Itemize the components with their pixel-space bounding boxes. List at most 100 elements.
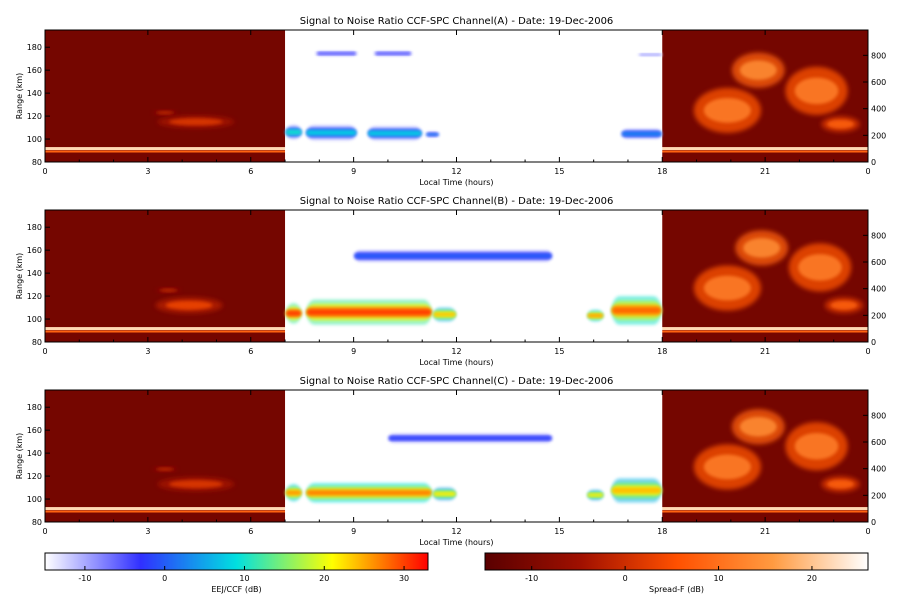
y-tick-label-left: 100: [27, 315, 42, 324]
panel-3: Signal to Noise Ratio CCF-SPC Channel(C)…: [15, 376, 886, 547]
y-tick-label-left: 140: [27, 269, 42, 278]
x-tick-label: 18: [657, 347, 667, 356]
colorbar-tick-label: 0: [623, 574, 628, 583]
colorbar-label: EEJ/CCF (dB): [211, 585, 261, 594]
y-tick-label-left: 80: [32, 338, 42, 347]
colorbar-1: -10 0 10 20 30 EEJ/CCF (dB): [44, 552, 429, 594]
x-axis-label: Local Time (hours): [419, 178, 493, 187]
x-tick-label: 6: [248, 527, 253, 536]
y-tick-label-left: 140: [27, 89, 42, 98]
colorbar-tick-label: 10: [713, 574, 723, 583]
panels: Signal to Noise Ratio CCF-SPC Channel(A)…: [15, 16, 886, 547]
eej-echo-layer: [306, 130, 357, 135]
colorbar-2: -10 0 10 20 Spread-F (dB): [484, 552, 869, 594]
colorbar-tick-label: -10: [525, 574, 538, 583]
y-tick-label-left: 160: [27, 426, 42, 435]
y-tick-label-left: 100: [27, 495, 42, 504]
y-tick-label-left: 140: [27, 449, 42, 458]
x-tick-label: 21: [760, 167, 770, 176]
colorbar-tick-label: 0: [162, 574, 167, 583]
y-axis-label: Range (km): [15, 253, 24, 300]
y-tick-label-left: 80: [32, 158, 42, 167]
eej-echo-layer: [286, 130, 302, 134]
eej-echo-layer: [611, 306, 662, 314]
colorbar-tick-label: 10: [239, 574, 249, 583]
plot-area: [45, 390, 868, 522]
x-tick-label: 0: [865, 347, 870, 356]
x-tick-label: 0: [42, 167, 47, 176]
x-tick-label: 15: [554, 347, 564, 356]
spreadf-blob-core: [830, 300, 858, 310]
x-tick-label: 9: [351, 527, 356, 536]
spreadf-blob-core: [165, 300, 213, 310]
eej-echo-layer: [354, 253, 552, 258]
eej-echo-layer: [286, 310, 302, 316]
y-tick-label-left: 180: [27, 43, 42, 52]
y-tick-label-right: 0: [871, 518, 876, 527]
spreadf-blob-core: [703, 275, 751, 301]
plot-area: [45, 210, 868, 342]
y-tick-label-left: 160: [27, 66, 42, 75]
x-tick-label: 15: [554, 167, 564, 176]
x-tick-label: 3: [145, 347, 150, 356]
y-tick-label-right: 400: [871, 105, 886, 114]
plot-area: [45, 30, 868, 162]
y-tick-label-right: 0: [871, 158, 876, 167]
spreadf-blob-core: [703, 97, 751, 123]
x-tick-label: 3: [145, 167, 150, 176]
x-tick-label: 9: [351, 347, 356, 356]
x-tick-label: 9: [351, 167, 356, 176]
y-tick-label-left: 100: [27, 135, 42, 144]
x-tick-label: 0: [42, 347, 47, 356]
eej-echo-layer: [388, 436, 552, 440]
panel-title: Signal to Noise Ratio CCF-SPC Channel(C)…: [300, 376, 614, 387]
y-tick-label-left: 160: [27, 246, 42, 255]
eej-echo-layer: [306, 490, 432, 496]
eej-echo-layer: [639, 53, 662, 56]
y-tick-label-right: 800: [871, 411, 886, 420]
spreadf-blob-core: [156, 111, 174, 114]
colorbars: -10 0 10 20 30 EEJ/CCF (dB) -10 0 10 20 Spread-F (…: [44, 552, 869, 594]
panel-title: Signal to Noise Ratio CCF-SPC Channel(B)…: [300, 196, 614, 207]
y-tick-label-right: 600: [871, 258, 886, 267]
eej-echo-layer: [622, 132, 662, 136]
colorbar-tick-label: -10: [78, 574, 91, 583]
eej-echo-layer: [433, 312, 456, 317]
eej-echo-layer: [375, 52, 411, 55]
eej-echo-layer: [286, 490, 302, 495]
colorbar-gradient: [44, 552, 429, 571]
y-tick-label-left: 180: [27, 403, 42, 412]
y-tick-label-right: 400: [871, 285, 886, 294]
x-tick-label: 6: [248, 167, 253, 176]
eej-echo-layer: [368, 131, 422, 135]
x-tick-label: 6: [248, 347, 253, 356]
x-tick-label: 21: [760, 527, 770, 536]
x-tick-label: 0: [42, 527, 47, 536]
x-tick-label: 0: [865, 527, 870, 536]
y-tick-label-left: 180: [27, 223, 42, 232]
colorbar-tick-label: 20: [807, 574, 817, 583]
spreadf-blob-core: [739, 417, 777, 437]
x-axis-label: Local Time (hours): [419, 538, 493, 547]
y-tick-label-right: 400: [871, 465, 886, 474]
panel-title: Signal to Noise Ratio CCF-SPC Channel(A)…: [300, 16, 614, 27]
y-tick-label-right: 600: [871, 438, 886, 447]
colorbar-label: Spread-F (dB): [649, 585, 704, 594]
eej-echo-layer: [587, 314, 603, 318]
y-axis-label: Range (km): [15, 73, 24, 120]
spreadf-blob-core: [743, 238, 781, 258]
y-tick-label-right: 800: [871, 51, 886, 60]
colorbar-tick-label: 30: [399, 574, 409, 583]
panel-1: Signal to Noise Ratio CCF-SPC Channel(A)…: [15, 16, 886, 187]
x-tick-label: 18: [657, 167, 667, 176]
x-tick-label: 0: [865, 167, 870, 176]
y-tick-label-left: 120: [27, 292, 42, 301]
y-tick-label-right: 200: [871, 311, 886, 320]
spreadf-blob-core: [168, 118, 223, 126]
y-tick-label-left: 120: [27, 112, 42, 121]
x-tick-label: 12: [451, 347, 461, 356]
eej-echo-layer: [316, 52, 357, 55]
spreadf-blob-core: [703, 454, 751, 480]
x-tick-label: 12: [451, 167, 461, 176]
